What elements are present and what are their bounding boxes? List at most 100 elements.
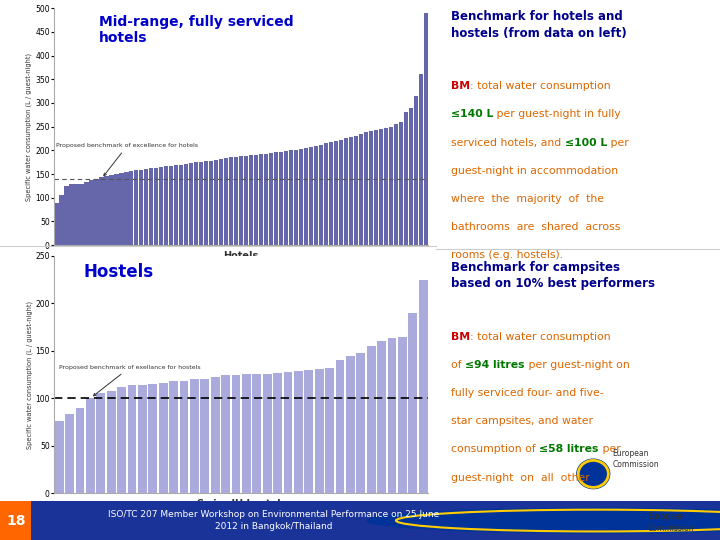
Bar: [259, 154, 264, 245]
Bar: [249, 155, 253, 245]
Text: guest-night in accommodation: guest-night in accommodation: [451, 166, 618, 176]
Text: Commission: Commission: [648, 524, 695, 533]
Text: of: of: [451, 360, 465, 370]
Bar: [200, 379, 210, 493]
Bar: [107, 390, 116, 493]
Bar: [120, 173, 124, 245]
Bar: [148, 384, 157, 493]
Bar: [159, 167, 163, 245]
Bar: [232, 375, 240, 493]
X-axis label: Swiss IH hostels: Swiss IH hostels: [197, 498, 286, 509]
Bar: [149, 168, 153, 245]
Bar: [263, 374, 271, 493]
Bar: [324, 143, 328, 245]
Text: where  the  majority  of  the: where the majority of the: [451, 194, 604, 204]
FancyBboxPatch shape: [0, 501, 720, 540]
Bar: [130, 171, 133, 245]
Text: Proposed benchmark of exellance for hostels: Proposed benchmark of exellance for host…: [59, 364, 201, 396]
Bar: [55, 421, 63, 493]
Bar: [329, 142, 333, 245]
Bar: [169, 165, 174, 245]
Bar: [242, 375, 251, 493]
Bar: [387, 339, 397, 493]
Bar: [374, 131, 378, 245]
Bar: [398, 336, 407, 493]
Bar: [315, 369, 323, 493]
Text: 18: 18: [6, 514, 26, 528]
Bar: [279, 152, 283, 245]
FancyBboxPatch shape: [0, 501, 31, 540]
Bar: [304, 148, 308, 245]
Bar: [89, 180, 94, 245]
Bar: [79, 184, 84, 245]
Bar: [294, 370, 303, 493]
Bar: [404, 112, 408, 245]
Bar: [86, 398, 95, 493]
Bar: [344, 138, 348, 245]
Bar: [117, 387, 126, 493]
Bar: [334, 141, 338, 245]
Bar: [408, 313, 417, 493]
Text: rooms (e.g. hostels).: rooms (e.g. hostels).: [451, 251, 563, 260]
Bar: [349, 137, 353, 245]
Bar: [114, 174, 119, 245]
Text: serviced hotels, and: serviced hotels, and: [451, 138, 564, 147]
Text: Benchmark for hotels and
hostels (from data on left): Benchmark for hotels and hostels (from d…: [451, 10, 626, 39]
Circle shape: [367, 508, 720, 533]
Text: ≤94 litres: ≤94 litres: [465, 360, 525, 370]
Bar: [138, 385, 147, 493]
Text: star campsites, and water: star campsites, and water: [451, 416, 593, 426]
Bar: [366, 346, 376, 493]
Text: European
Commission: European Commission: [613, 449, 659, 469]
Bar: [274, 152, 278, 245]
Bar: [419, 280, 428, 493]
Bar: [269, 153, 274, 245]
Bar: [244, 156, 248, 245]
Bar: [66, 414, 74, 493]
Bar: [424, 13, 428, 245]
Bar: [94, 179, 99, 245]
Bar: [139, 170, 143, 245]
Bar: [69, 185, 73, 245]
Bar: [234, 157, 238, 245]
Bar: [284, 151, 288, 245]
Bar: [384, 127, 388, 245]
Bar: [55, 204, 58, 245]
Bar: [325, 368, 334, 493]
Bar: [190, 379, 199, 493]
Text: : total water consumption: : total water consumption: [470, 81, 611, 91]
Bar: [224, 158, 228, 245]
Text: : total water consumption: : total water consumption: [470, 332, 611, 342]
Bar: [314, 146, 318, 245]
Bar: [194, 162, 199, 245]
Bar: [253, 374, 261, 493]
Bar: [174, 165, 179, 245]
Bar: [159, 383, 168, 493]
Text: BM: BM: [451, 332, 470, 342]
Text: guest-night  on  all  other: guest-night on all other: [451, 472, 590, 483]
Bar: [64, 186, 68, 245]
Text: Proposed benchmark of excellence for hotels: Proposed benchmark of excellence for hot…: [56, 143, 199, 176]
Bar: [96, 394, 105, 493]
Text: bathrooms  are  shared  across: bathrooms are shared across: [451, 222, 621, 232]
Bar: [359, 134, 363, 245]
Bar: [339, 140, 343, 245]
Bar: [74, 184, 78, 245]
Bar: [184, 164, 189, 245]
Bar: [189, 163, 194, 245]
Bar: [364, 132, 368, 245]
Bar: [354, 136, 358, 245]
Bar: [264, 154, 269, 245]
Bar: [211, 377, 220, 493]
Bar: [134, 170, 138, 245]
Text: campsites.: campsites.: [451, 501, 510, 511]
Bar: [409, 107, 413, 245]
Bar: [109, 175, 114, 245]
X-axis label: Hotels: Hotels: [224, 251, 258, 261]
Bar: [273, 373, 282, 493]
Bar: [179, 381, 189, 493]
Bar: [309, 147, 313, 245]
Bar: [204, 161, 208, 245]
Bar: [414, 96, 418, 245]
Bar: [254, 155, 258, 245]
